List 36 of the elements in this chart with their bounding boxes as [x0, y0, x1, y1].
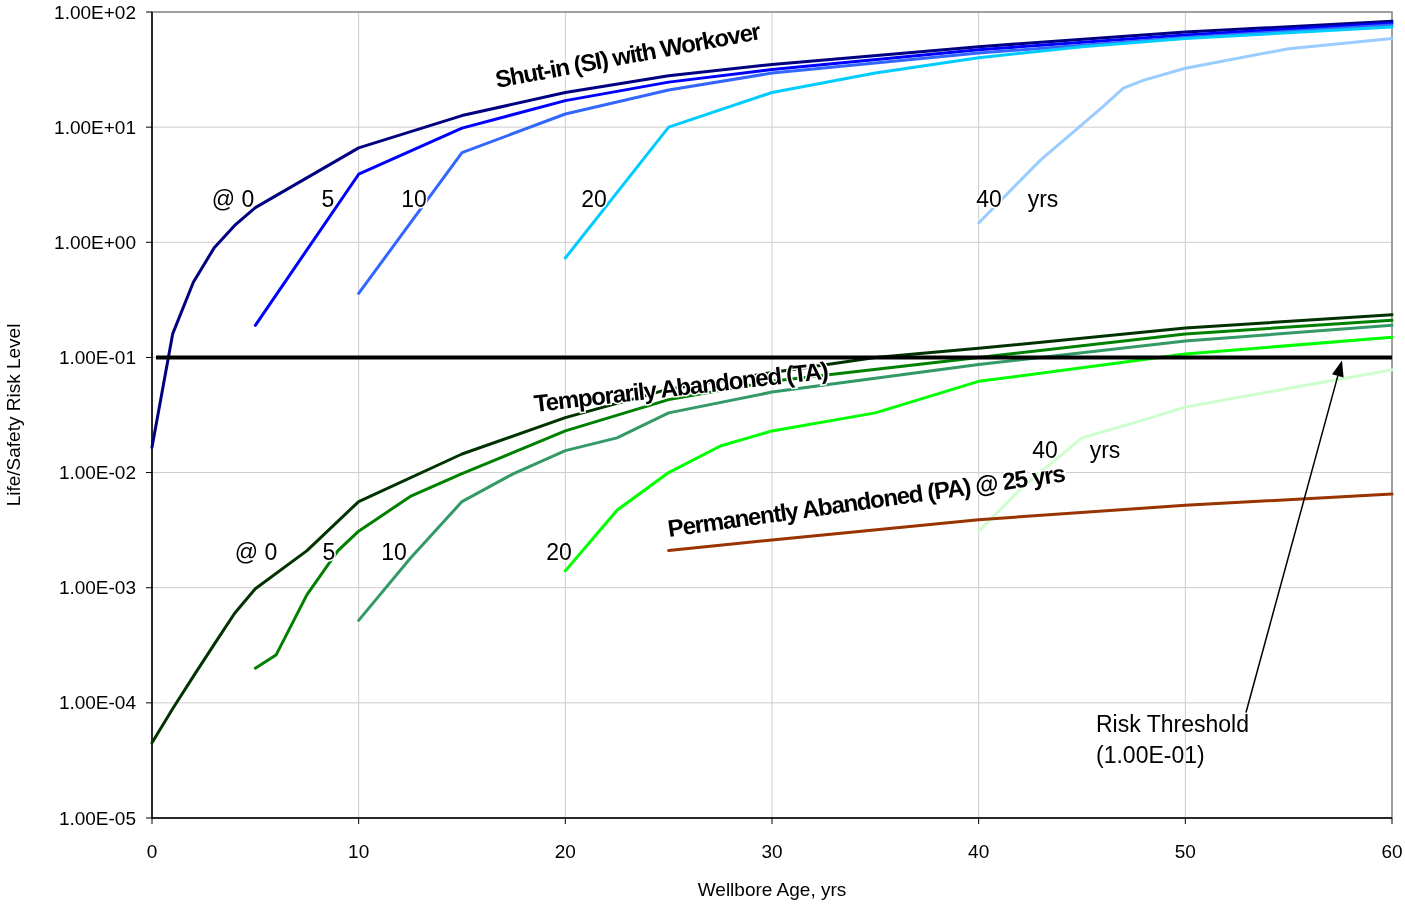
line-series — [977, 368, 1394, 533]
y-tick-label: 1.00E-02 — [58, 462, 136, 484]
annotation: 40 — [976, 186, 1002, 212]
line-series — [253, 21, 1394, 327]
y-tick-label: 1.00E+00 — [54, 231, 136, 253]
x-tick-label: 30 — [761, 841, 783, 862]
x-tick-label: 10 — [348, 841, 370, 862]
annotation: @ 0 — [211, 186, 255, 212]
annotation: @ 0 — [234, 539, 278, 565]
y-tick-label: 1.00E-05 — [58, 807, 136, 829]
x-tick-label: 0 — [146, 841, 158, 862]
line-series — [357, 323, 1394, 622]
y-tick-label: 1.00E+02 — [54, 1, 136, 23]
annotation: Shut-in (SI) with Workover — [492, 17, 763, 93]
x-tick-label: 20 — [554, 841, 576, 862]
line-series — [977, 36, 1394, 225]
annotation: 10 — [381, 539, 407, 565]
ref-line-label: Risk Threshold (1.00E-01) — [1096, 711, 1249, 769]
annotation: 5 — [322, 539, 336, 565]
x-tick-label: 40 — [968, 841, 990, 862]
annotation: 10 — [401, 186, 427, 212]
y-tick-label: 1.00E-01 — [58, 346, 136, 368]
annotation: 5 — [321, 186, 335, 212]
annotation: 20 — [581, 186, 607, 212]
x-tick-label: 50 — [1174, 841, 1196, 862]
y-tick-label: 1.00E-03 — [58, 577, 136, 599]
y-axis-title: Life/Safety Risk Level — [3, 323, 24, 507]
y-tick-label: 1.00E+01 — [54, 116, 136, 138]
annotation: Temporarily Abandoned (TA) — [532, 356, 829, 417]
annotation: yrs — [1089, 437, 1121, 463]
line-series — [150, 313, 1394, 745]
y-tick-label: 1.00E-04 — [58, 692, 137, 714]
x-tick-label: 60 — [1381, 841, 1403, 862]
annotation: 20 — [546, 539, 572, 565]
x-axis-title: Wellbore Age, yrs — [697, 879, 847, 900]
annotation: yrs — [1027, 186, 1059, 212]
